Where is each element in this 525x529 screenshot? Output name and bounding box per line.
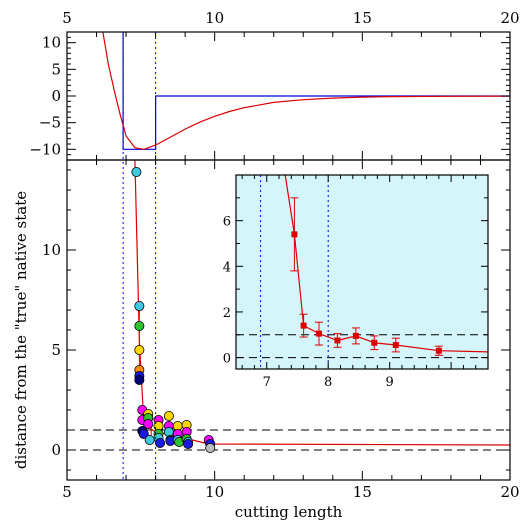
scatter-point <box>155 437 166 448</box>
top-panel-ytick-label: −10 <box>29 140 61 158</box>
inset-marker <box>352 332 359 339</box>
inset-xtick-label: 7 <box>263 375 271 390</box>
inset-mean-line <box>284 175 488 353</box>
inset-xtick-label: 9 <box>386 375 394 390</box>
main-panel-frame <box>66 159 511 481</box>
y-axis-title: distance from the "true" native state <box>12 191 30 469</box>
top-panel-ytick-label: 5 <box>51 60 61 78</box>
top-axis-tick-label: 5 <box>62 9 72 27</box>
inset-marker <box>435 347 442 354</box>
main-ytick-label: 0 <box>51 441 61 459</box>
inset-plot <box>236 175 488 369</box>
main-xtick-label: 10 <box>205 483 224 501</box>
main-xtick-label: 5 <box>62 483 72 501</box>
smooth-potential-line <box>102 32 510 150</box>
inset-marker <box>291 231 298 238</box>
scatter-point <box>205 442 216 453</box>
inset-ytick-label: 6 <box>223 215 231 230</box>
scatter-point <box>134 344 145 355</box>
top-axis-tick-label: 15 <box>353 9 372 27</box>
main-ytick-label: 10 <box>42 241 61 259</box>
scatter-point <box>183 438 194 449</box>
main-xtick-label: 15 <box>353 483 372 501</box>
inset-marker <box>300 322 307 329</box>
top-panel-ytick-label: 0 <box>51 87 61 105</box>
x-axis-title: cutting length <box>235 503 343 521</box>
inset-ytick-label: 4 <box>223 260 231 275</box>
inset-frame <box>235 174 489 370</box>
scatter-point <box>134 300 145 311</box>
main-panel-plot <box>67 160 510 453</box>
top-panel-ytick-label: 10 <box>42 34 61 52</box>
scatter-point <box>163 426 174 437</box>
square-well-line <box>122 32 510 150</box>
inset-ytick-label: 2 <box>223 306 231 321</box>
scatter-point <box>134 374 145 385</box>
scatter-point <box>163 410 174 421</box>
inset-marker <box>392 342 399 349</box>
inset-ytick-label: 0 <box>223 352 231 367</box>
scatter-point <box>131 166 142 177</box>
main-ytick-label: 5 <box>51 341 61 359</box>
inset-marker <box>315 330 322 337</box>
inset-xtick-label: 8 <box>324 375 332 390</box>
scatter-point <box>144 434 155 445</box>
scatter-point <box>138 428 149 439</box>
main-xtick-label: 20 <box>500 483 519 501</box>
scatter-point <box>134 320 145 331</box>
top-panel-ytick-label: −5 <box>39 114 61 132</box>
scatter-point <box>143 418 154 429</box>
inset-marker <box>334 337 341 344</box>
top-axis-tick-label: 10 <box>205 9 224 27</box>
top-axis-tick-label: 20 <box>500 9 519 27</box>
inset-background <box>236 175 488 369</box>
inset-marker <box>371 339 378 346</box>
top-panel-plot <box>102 32 510 150</box>
